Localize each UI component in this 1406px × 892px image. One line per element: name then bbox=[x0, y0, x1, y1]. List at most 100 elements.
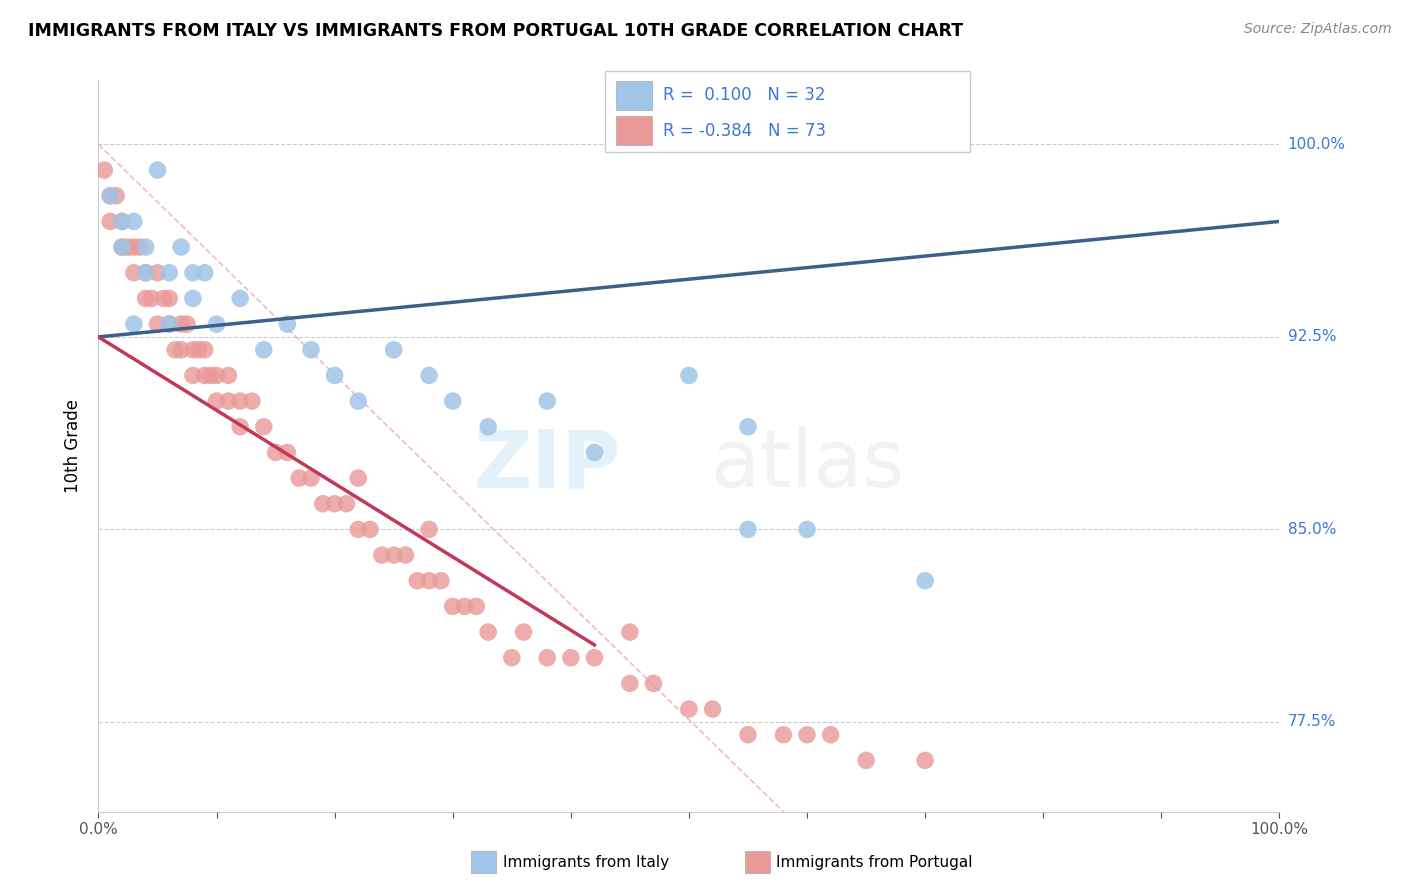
Point bbox=[194, 368, 217, 383]
Point bbox=[323, 497, 346, 511]
Text: Immigrants from Portugal: Immigrants from Portugal bbox=[776, 855, 973, 870]
Text: ZIP: ZIP bbox=[474, 426, 621, 504]
Point bbox=[347, 471, 370, 485]
Point bbox=[205, 394, 228, 409]
Point bbox=[229, 292, 252, 306]
Point bbox=[276, 445, 298, 459]
Point bbox=[796, 728, 818, 742]
Point bbox=[619, 625, 641, 640]
Point bbox=[93, 163, 115, 178]
Point bbox=[98, 188, 121, 202]
Text: IMMIGRANTS FROM ITALY VS IMMIGRANTS FROM PORTUGAL 10TH GRADE CORRELATION CHART: IMMIGRANTS FROM ITALY VS IMMIGRANTS FROM… bbox=[28, 22, 963, 40]
Point bbox=[678, 368, 700, 383]
Point bbox=[135, 266, 157, 280]
Point bbox=[122, 240, 145, 254]
Point bbox=[264, 445, 287, 459]
Text: 85.0%: 85.0% bbox=[1288, 522, 1336, 537]
Point bbox=[205, 368, 228, 383]
Point bbox=[157, 317, 180, 331]
Point bbox=[914, 753, 936, 767]
Point bbox=[170, 240, 193, 254]
Point bbox=[111, 214, 134, 228]
Point bbox=[217, 394, 239, 409]
Point bbox=[98, 214, 121, 228]
Point bbox=[347, 394, 370, 409]
Point bbox=[157, 266, 180, 280]
Point bbox=[152, 292, 174, 306]
Point bbox=[560, 650, 582, 665]
Point bbox=[128, 240, 150, 254]
Point bbox=[583, 445, 606, 459]
Point bbox=[117, 240, 139, 254]
Point bbox=[111, 240, 134, 254]
Point bbox=[359, 523, 381, 537]
Bar bbox=[616, 81, 652, 110]
Text: Source: ZipAtlas.com: Source: ZipAtlas.com bbox=[1244, 22, 1392, 37]
Point bbox=[299, 471, 322, 485]
Point bbox=[146, 317, 169, 331]
Text: 77.5%: 77.5% bbox=[1288, 714, 1336, 730]
Point bbox=[181, 343, 204, 357]
Text: Immigrants from Italy: Immigrants from Italy bbox=[503, 855, 669, 870]
Point bbox=[678, 702, 700, 716]
Point bbox=[418, 523, 440, 537]
Point bbox=[205, 317, 228, 331]
Point bbox=[299, 343, 322, 357]
Point bbox=[253, 419, 276, 434]
Point bbox=[619, 676, 641, 690]
Point bbox=[181, 266, 204, 280]
Point bbox=[394, 548, 416, 562]
Point bbox=[194, 343, 217, 357]
Point bbox=[146, 266, 169, 280]
Point bbox=[737, 728, 759, 742]
Point bbox=[737, 419, 759, 434]
Point bbox=[157, 292, 180, 306]
Text: atlas: atlas bbox=[710, 426, 904, 504]
Point bbox=[441, 394, 464, 409]
Point bbox=[382, 343, 405, 357]
Point bbox=[477, 625, 499, 640]
Point bbox=[418, 574, 440, 588]
Point bbox=[855, 753, 877, 767]
Point bbox=[111, 240, 134, 254]
Point bbox=[418, 368, 440, 383]
Point bbox=[914, 574, 936, 588]
Text: R =  0.100   N = 32: R = 0.100 N = 32 bbox=[664, 87, 825, 104]
Point bbox=[796, 523, 818, 537]
Point bbox=[737, 523, 759, 537]
Point bbox=[146, 163, 169, 178]
Point bbox=[170, 317, 193, 331]
Point bbox=[820, 728, 842, 742]
Point bbox=[477, 419, 499, 434]
Point bbox=[288, 471, 311, 485]
Point bbox=[135, 292, 157, 306]
Point bbox=[347, 523, 370, 537]
Point bbox=[229, 419, 252, 434]
Text: R = -0.384   N = 73: R = -0.384 N = 73 bbox=[664, 122, 827, 140]
Point bbox=[536, 394, 558, 409]
Point bbox=[253, 343, 276, 357]
Point bbox=[122, 214, 145, 228]
Point bbox=[643, 676, 665, 690]
Point bbox=[200, 368, 222, 383]
Point bbox=[371, 548, 394, 562]
Point bbox=[323, 368, 346, 383]
Point bbox=[583, 650, 606, 665]
Point bbox=[441, 599, 464, 614]
Point bbox=[98, 188, 121, 202]
Point bbox=[194, 266, 217, 280]
Point bbox=[157, 317, 180, 331]
Point bbox=[276, 317, 298, 331]
Point bbox=[536, 650, 558, 665]
Text: 92.5%: 92.5% bbox=[1288, 329, 1336, 344]
Point bbox=[135, 240, 157, 254]
Point bbox=[465, 599, 488, 614]
Point bbox=[111, 214, 134, 228]
Point bbox=[312, 497, 335, 511]
Text: 100.0%: 100.0% bbox=[1288, 137, 1346, 152]
Point bbox=[122, 266, 145, 280]
Point bbox=[181, 292, 204, 306]
Point bbox=[229, 394, 252, 409]
Point bbox=[772, 728, 794, 742]
Bar bbox=[616, 116, 652, 145]
